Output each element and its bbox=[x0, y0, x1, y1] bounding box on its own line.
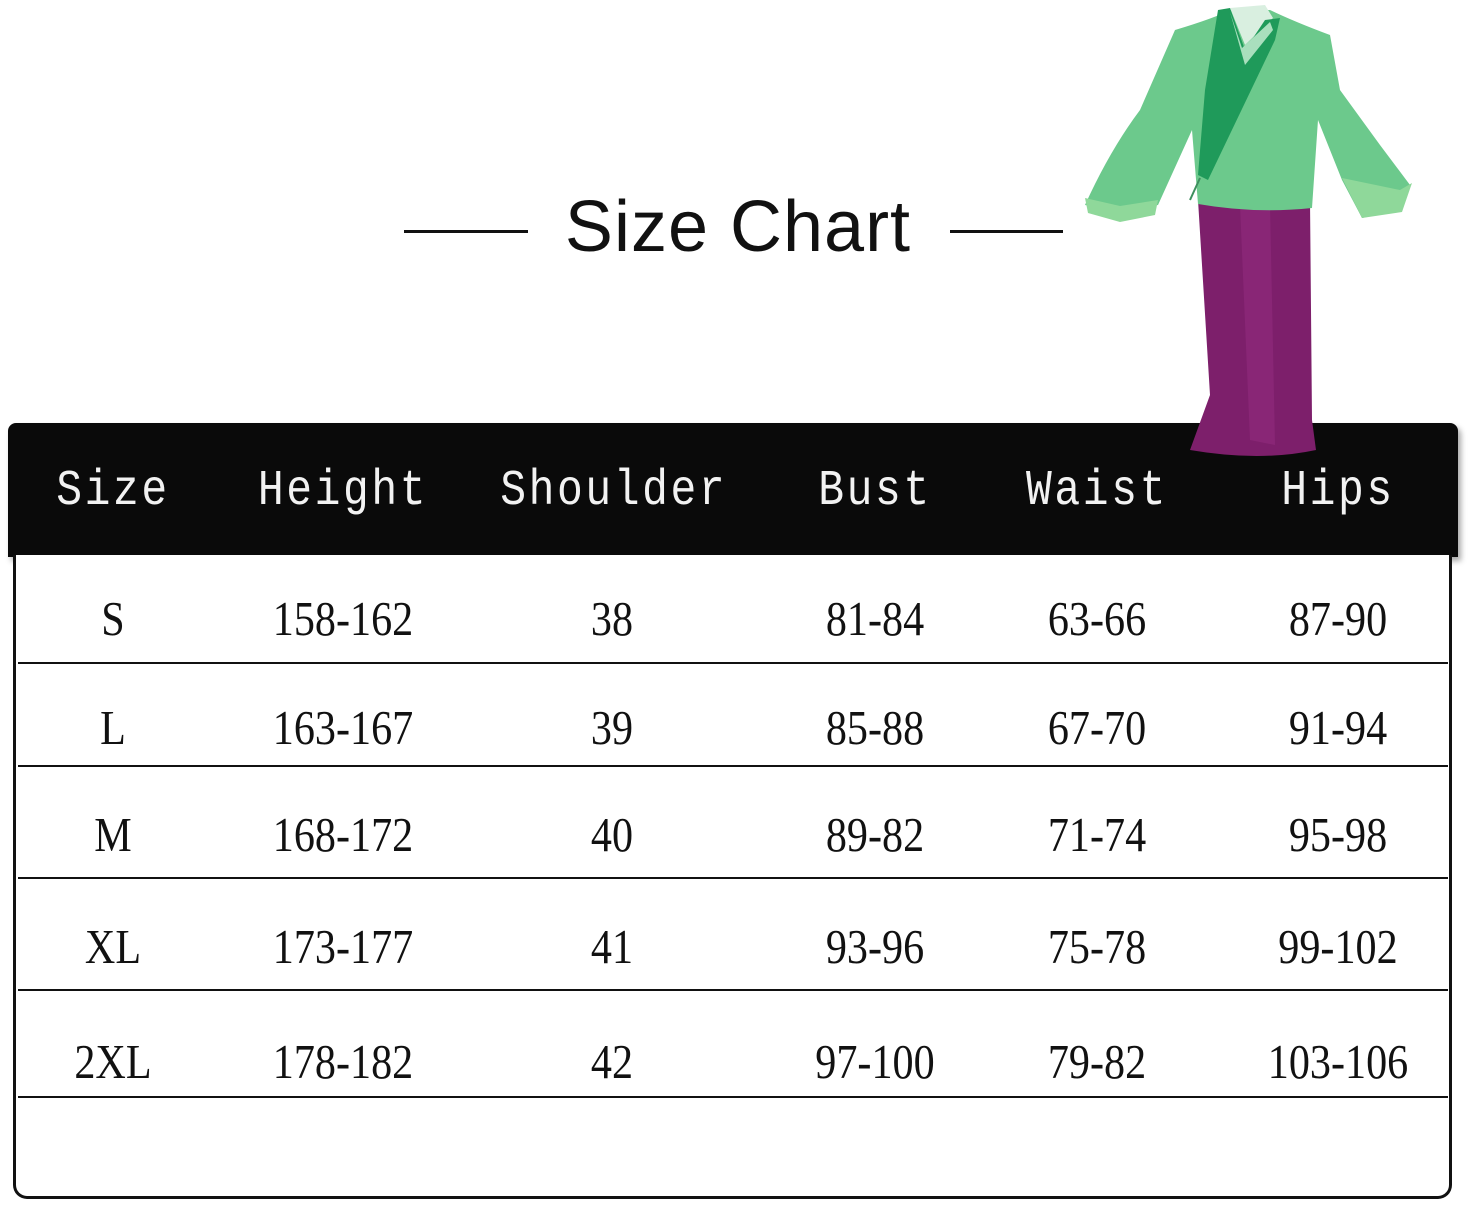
table-cell-waist: 67-70 bbox=[1047, 700, 1147, 755]
costume-image bbox=[1085, 5, 1412, 456]
column-header-waist: Waist bbox=[1026, 463, 1168, 520]
table-cell-waist: 71-74 bbox=[1047, 807, 1147, 862]
column-header-size: Size bbox=[56, 463, 170, 520]
table-cell-hips: 95-98 bbox=[1288, 807, 1388, 862]
table-cell-waist: 63-66 bbox=[1047, 591, 1147, 646]
column-header-shoulder: Shoulder bbox=[500, 463, 728, 520]
table-cell-size: 2XL bbox=[74, 1034, 152, 1089]
table-cell-shoulder: 42 bbox=[590, 1034, 634, 1089]
row-divider bbox=[18, 662, 1448, 664]
table-cell-height: 178-182 bbox=[272, 1034, 414, 1089]
column-header-height: Height bbox=[257, 463, 429, 520]
title-left-rule bbox=[404, 230, 528, 233]
table-cell-bust: 89-82 bbox=[825, 807, 925, 862]
table-cell-bust: 85-88 bbox=[825, 700, 925, 755]
chart-title: Size Chart bbox=[564, 187, 912, 267]
row-divider bbox=[18, 765, 1448, 767]
table-cell-height: 173-177 bbox=[272, 919, 414, 974]
table-cell-bust: 93-96 bbox=[825, 919, 925, 974]
column-header-hips: Hips bbox=[1281, 463, 1395, 520]
table-cell-size: XL bbox=[84, 919, 142, 974]
table-cell-hips: 87-90 bbox=[1288, 591, 1388, 646]
table-cell-shoulder: 41 bbox=[590, 919, 634, 974]
table-cell-size: L bbox=[100, 700, 126, 755]
table-cell-size: S bbox=[101, 591, 125, 646]
table-cell-bust: 81-84 bbox=[825, 591, 925, 646]
table-cell-height: 163-167 bbox=[272, 700, 414, 755]
table-cell-shoulder: 38 bbox=[590, 591, 634, 646]
table-cell-height: 168-172 bbox=[272, 807, 414, 862]
table-cell-shoulder: 40 bbox=[590, 807, 634, 862]
table-cell-shoulder: 39 bbox=[590, 700, 634, 755]
table-cell-size: M bbox=[94, 807, 132, 862]
row-divider bbox=[18, 989, 1448, 991]
table-cell-waist: 79-82 bbox=[1047, 1034, 1147, 1089]
table-cell-hips: 91-94 bbox=[1288, 700, 1388, 755]
row-divider bbox=[18, 877, 1448, 879]
table-cell-bust: 97-100 bbox=[815, 1034, 935, 1089]
title-right-rule bbox=[950, 230, 1063, 233]
row-divider bbox=[18, 1096, 1448, 1098]
table-cell-waist: 75-78 bbox=[1047, 919, 1147, 974]
table-cell-height: 158-162 bbox=[272, 591, 414, 646]
table-cell-hips: 103-106 bbox=[1267, 1034, 1409, 1089]
table-cell-hips: 99-102 bbox=[1278, 919, 1398, 974]
column-header-bust: Bust bbox=[818, 463, 932, 520]
